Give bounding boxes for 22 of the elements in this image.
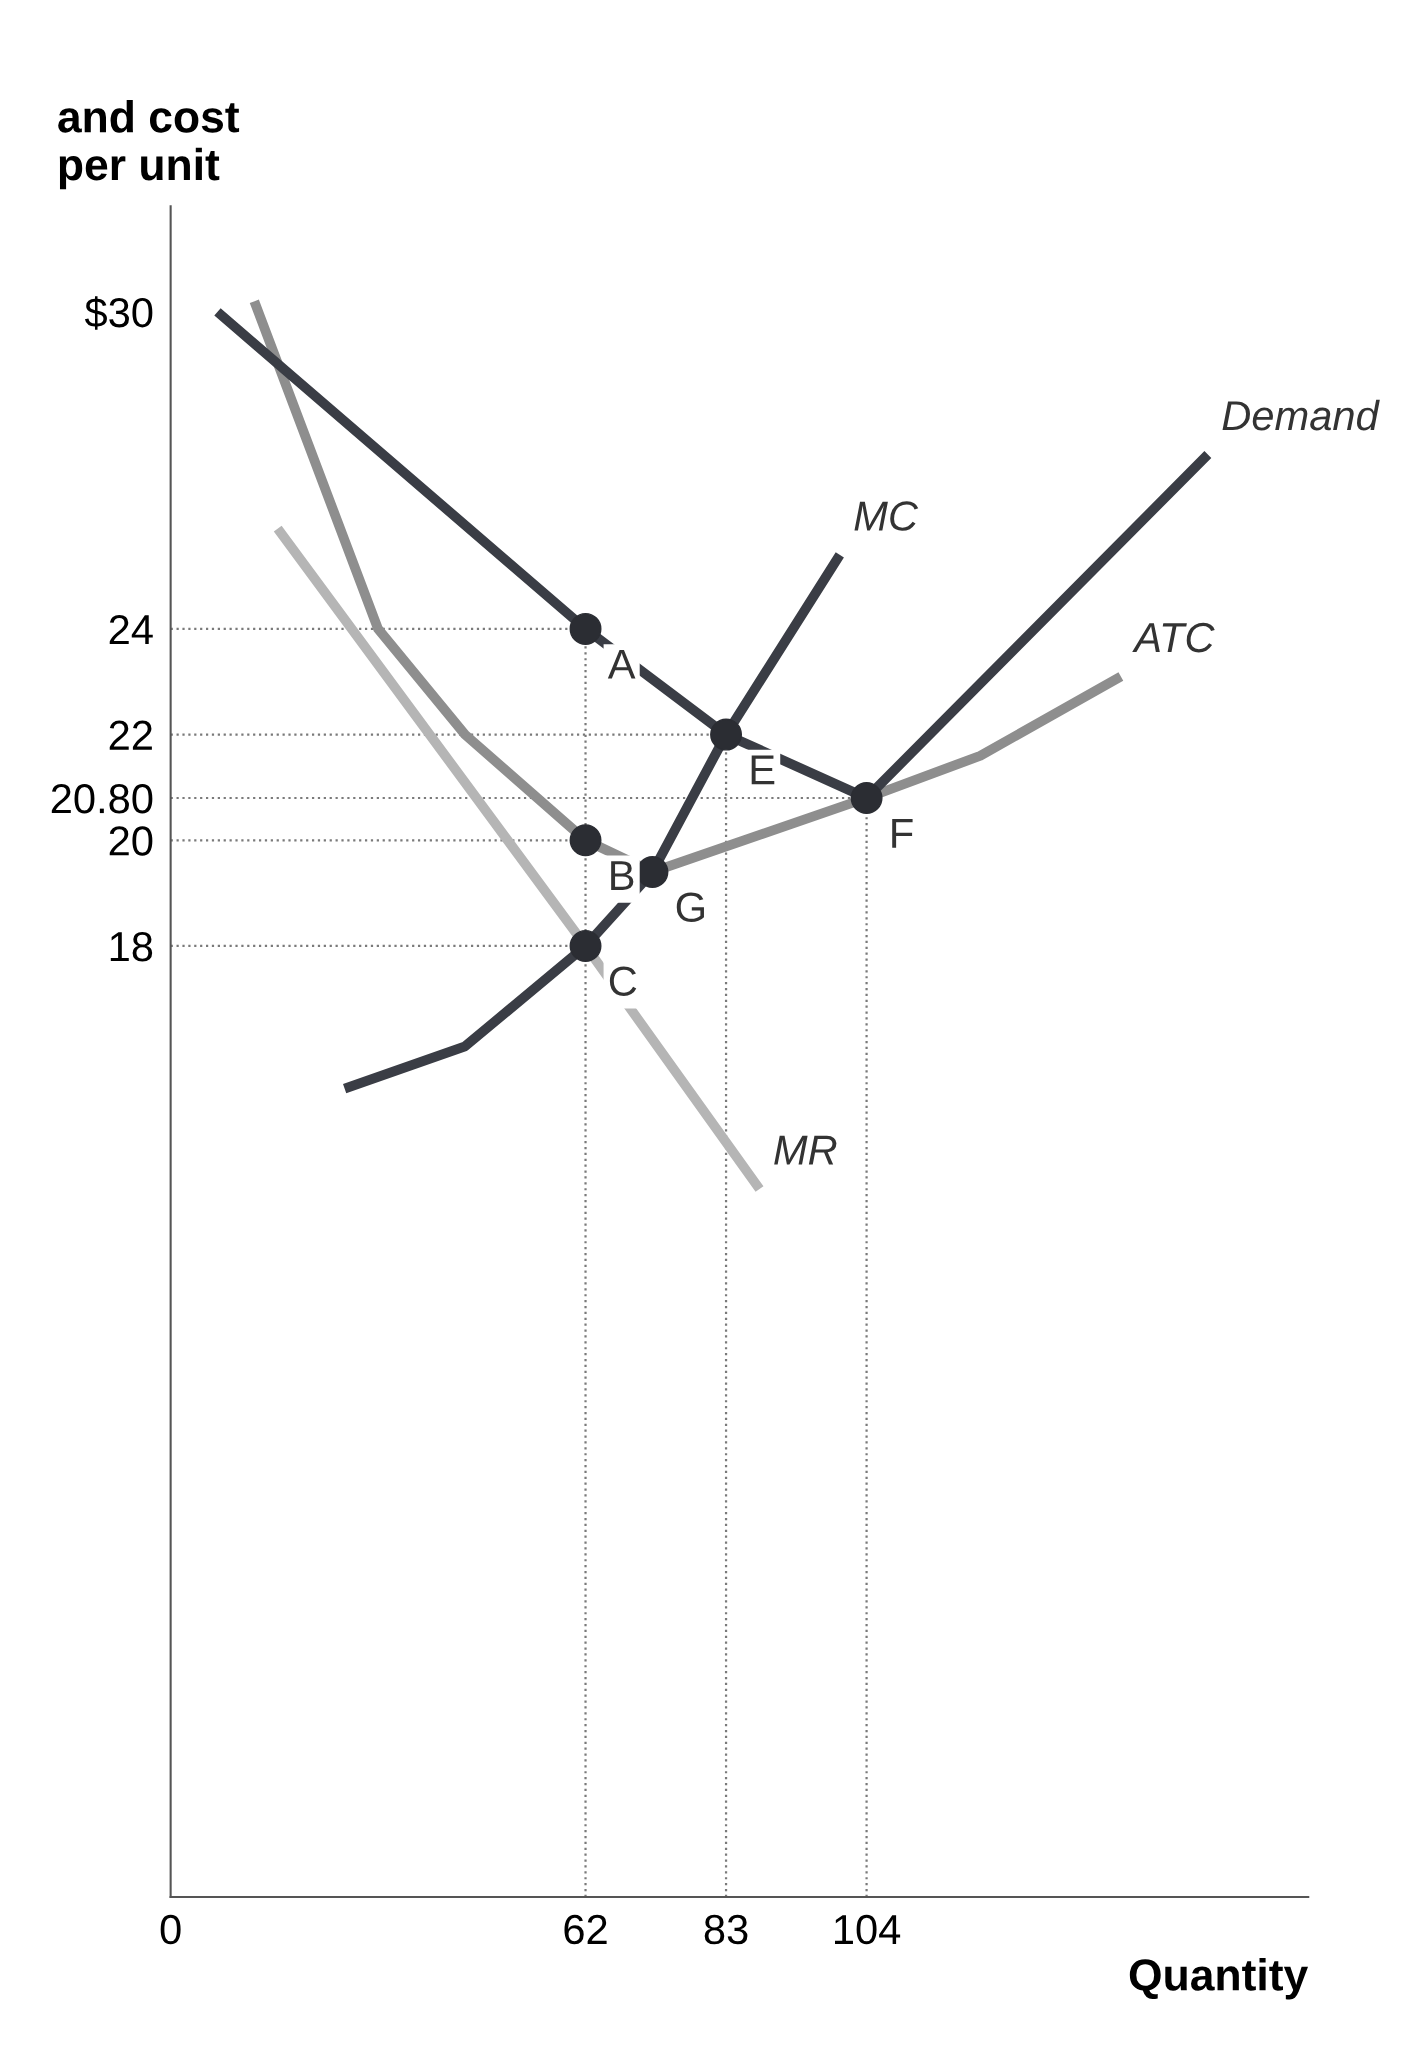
x-tick-label: 104 [835,1914,901,1945]
x-tick-label: 83 [704,1914,748,1945]
y-tick-label: 22 [109,720,152,750]
x-tick-label: 62 [564,1914,607,1945]
x-tick-label: 0 [160,1914,181,1945]
annotation: G [676,892,704,923]
series-label: ATC [1132,622,1215,653]
y-tick-label: 18 [110,931,153,962]
annotation: F [892,818,913,848]
y-tick-label: 24 [109,614,153,645]
annotation: B [611,861,634,890]
y-tick-label: 20 [109,826,153,856]
annotation: C [609,966,637,996]
annotation: E [751,755,775,785]
series-label: Demand [1222,399,1380,431]
y-axis-title: and cost per unit [58,99,240,190]
y-tick-label: 20.80 [51,784,153,814]
x-axis-title: Quantity [1129,1958,1309,2000]
series-label: MC [854,501,919,531]
annotation: A [607,649,636,679]
series-label: MR [774,1135,837,1165]
y-tick-label: $30 [84,296,153,330]
